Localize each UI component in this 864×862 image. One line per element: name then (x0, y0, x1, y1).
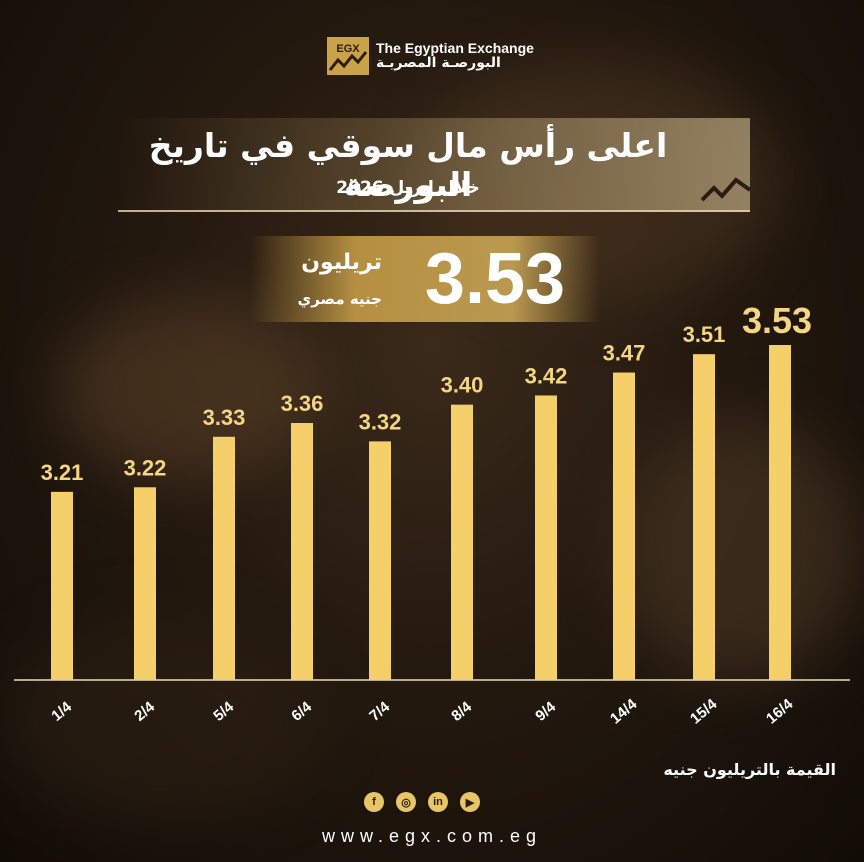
facebook-icon[interactable]: f (364, 792, 384, 812)
x-tick-label: 15/4 (687, 695, 721, 727)
value-label: 3.42 (525, 363, 568, 388)
y-axis-label: القيمة بالتريليون جنيه (663, 760, 836, 779)
website-link[interactable]: www.egx.com.eg (321, 826, 543, 846)
bar-14/4 (613, 372, 635, 680)
x-tick-label: 8/4 (448, 698, 475, 725)
egx-logo: EGX The Egyptian Exchange البورصـة المصر… (326, 36, 534, 76)
x-tick-label: 14/4 (607, 695, 641, 727)
x-tick-label: 9/4 (532, 698, 559, 725)
value-label: 3.22 (124, 455, 167, 480)
value-label: 3.53 (742, 300, 812, 341)
value-label: 3.36 (281, 391, 324, 416)
bar-2/4 (134, 487, 156, 680)
highlight-currency: جنيه مصري (297, 290, 382, 308)
bar-5/4 (213, 436, 235, 680)
logo-arabic: البورصـة المصريـة (376, 55, 501, 71)
value-label: 3.47 (603, 341, 646, 366)
logo-mark-text: EGX (336, 43, 360, 55)
background-blur (620, 420, 860, 680)
x-tick-label: 5/4 (210, 698, 237, 725)
page-title: اعلى رأس مال سوقي في تاريخ البورصة (148, 126, 668, 204)
bar-7/4 (369, 441, 391, 680)
bar-6/4 (291, 423, 313, 680)
egx-logo-icon: EGX (327, 37, 369, 75)
highlight-value: 3.53 (424, 239, 566, 319)
bar-9/4 (535, 395, 557, 680)
x-tick-label: 6/4 (288, 698, 315, 725)
instagram-icon[interactable]: ◎ (396, 792, 416, 812)
trend-arrow-icon (700, 177, 752, 202)
title-band (118, 118, 750, 212)
x-tick-label: 16/4 (763, 695, 797, 727)
bar-15/4 (693, 354, 715, 680)
x-tick-label: 7/4 (366, 698, 393, 725)
social-links: f ◎ in ▶ (364, 792, 480, 812)
page-subtitle: خلال إبريل 2026 (336, 178, 480, 198)
bar-1/4 (51, 491, 73, 680)
highlight-band (250, 236, 600, 322)
value-label: 3.40 (441, 373, 484, 398)
bar-8/4 (451, 404, 473, 680)
value-label: 3.51 (683, 322, 726, 347)
value-label: 3.32 (359, 409, 402, 434)
linkedin-icon[interactable]: in (428, 792, 448, 812)
value-label: 3.21 (41, 460, 84, 485)
value-label: 3.33 (203, 405, 246, 430)
background-blur (60, 300, 320, 480)
youtube-icon[interactable]: ▶ (460, 792, 480, 812)
logo-english: The Egyptian Exchange (376, 40, 534, 57)
highlight-unit: تريليون (301, 250, 382, 275)
x-tick-label: 1/4 (48, 698, 75, 725)
bar-16/4 (769, 345, 791, 680)
x-tick-label: 2/4 (131, 698, 158, 725)
